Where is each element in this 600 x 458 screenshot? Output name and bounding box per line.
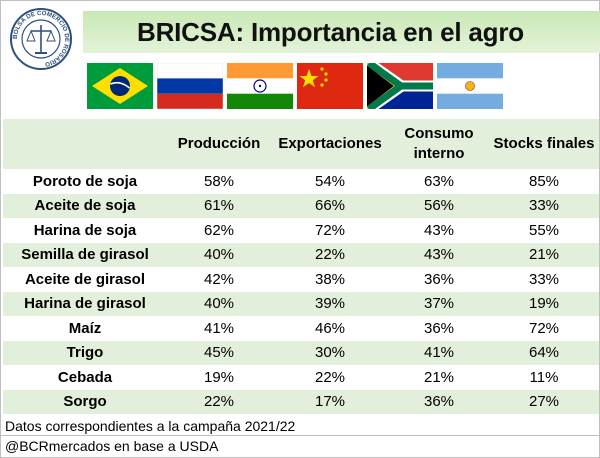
table-cell: 33% (489, 193, 599, 218)
table-cell: 40% (167, 242, 271, 267)
row-label: Cebada (3, 365, 167, 390)
table-cell: 22% (271, 365, 389, 390)
table-row: Aceite de soja 61% 66% 56% 33% (3, 193, 599, 218)
table-cell: 36% (389, 389, 489, 414)
table-cell: 64% (489, 340, 599, 365)
row-label: Maíz (3, 316, 167, 341)
flag-india (227, 63, 293, 109)
data-table: Producción Exportaciones Consumo interno… (3, 119, 599, 414)
bcr-logo: BOLSA DE COMERCIO DE ROSARIO (9, 7, 73, 71)
table-cell: 40% (167, 291, 271, 316)
footer-source: @BCRmercados en base a USDA (5, 438, 219, 454)
header: BOLSA DE COMERCIO DE ROSARIO BRICSA: Imp… (1, 1, 600, 109)
column-header-exportaciones: Exportaciones (271, 119, 389, 169)
table-cell: 22% (167, 389, 271, 414)
table-cell: 61% (167, 193, 271, 218)
table-cell: 21% (489, 242, 599, 267)
column-header (3, 119, 167, 169)
table-cell: 27% (489, 389, 599, 414)
table-row: Aceite de girasol 42% 38% 36% 33% (3, 267, 599, 292)
flag-south-africa (367, 63, 433, 109)
table-row: Harina de girasol 40% 39% 37% 19% (3, 291, 599, 316)
row-label: Harina de girasol (3, 291, 167, 316)
row-label: Trigo (3, 340, 167, 365)
column-header-stocks: Stocks finales (489, 119, 599, 169)
row-label: Aceite de girasol (3, 267, 167, 292)
table-cell: 17% (271, 389, 389, 414)
flag-brazil (87, 63, 153, 109)
table-cell: 42% (167, 267, 271, 292)
table-cell: 41% (167, 316, 271, 341)
table-cell: 43% (389, 242, 489, 267)
table-row: Poroto de soja 58% 54% 63% 85% (3, 169, 599, 194)
table-cell: 66% (271, 193, 389, 218)
table-cell: 72% (489, 316, 599, 341)
flag-russia (157, 63, 223, 109)
title-band (83, 11, 600, 53)
table-cell: 36% (389, 267, 489, 292)
table-cell: 41% (389, 340, 489, 365)
table-cell: 36% (389, 316, 489, 341)
table-cell: 33% (489, 267, 599, 292)
table-cell: 72% (271, 218, 389, 243)
table-cell: 11% (489, 365, 599, 390)
row-label: Aceite de soja (3, 193, 167, 218)
footer-divider (1, 435, 600, 436)
table-cell: 45% (167, 340, 271, 365)
row-label: Semilla de girasol (3, 242, 167, 267)
table-row: Trigo 45% 30% 41% 64% (3, 340, 599, 365)
footer-note: Datos correspondientes a la campaña 2021… (5, 418, 296, 434)
table-row: Cebada 19% 22% 21% 11% (3, 365, 599, 390)
table-cell: 19% (489, 291, 599, 316)
table-cell: 56% (389, 193, 489, 218)
table-header-row: Producción Exportaciones Consumo interno… (3, 119, 599, 169)
table-row: Sorgo 22% 17% 36% 27% (3, 389, 599, 414)
table-cell: 19% (167, 365, 271, 390)
flag-argentina (437, 63, 503, 109)
row-label: Sorgo (3, 389, 167, 414)
row-label: Harina de soja (3, 218, 167, 243)
flag-china (297, 63, 363, 109)
table-cell: 54% (271, 169, 389, 194)
table-cell: 62% (167, 218, 271, 243)
column-header-consumo: Consumo interno (389, 119, 489, 169)
table-cell: 46% (271, 316, 389, 341)
table-cell: 43% (389, 218, 489, 243)
flags-row (87, 63, 511, 111)
column-header-produccion: Producción (167, 119, 271, 169)
table-cell: 30% (271, 340, 389, 365)
table-row: Harina de soja 62% 72% 43% 55% (3, 218, 599, 243)
page-title: BRICSA: Importancia en el agro (137, 17, 524, 47)
table-cell: 63% (389, 169, 489, 194)
table-cell: 22% (271, 242, 389, 267)
table-cell: 58% (167, 169, 271, 194)
table-cell: 21% (389, 365, 489, 390)
table-cell: 37% (389, 291, 489, 316)
row-label: Poroto de soja (3, 169, 167, 194)
table-cell: 85% (489, 169, 599, 194)
table-cell: 55% (489, 218, 599, 243)
table-row: Maíz 41% 46% 36% 72% (3, 316, 599, 341)
table-cell: 39% (271, 291, 389, 316)
table-cell: 38% (271, 267, 389, 292)
table-row: Semilla de girasol 40% 22% 43% 21% (3, 242, 599, 267)
